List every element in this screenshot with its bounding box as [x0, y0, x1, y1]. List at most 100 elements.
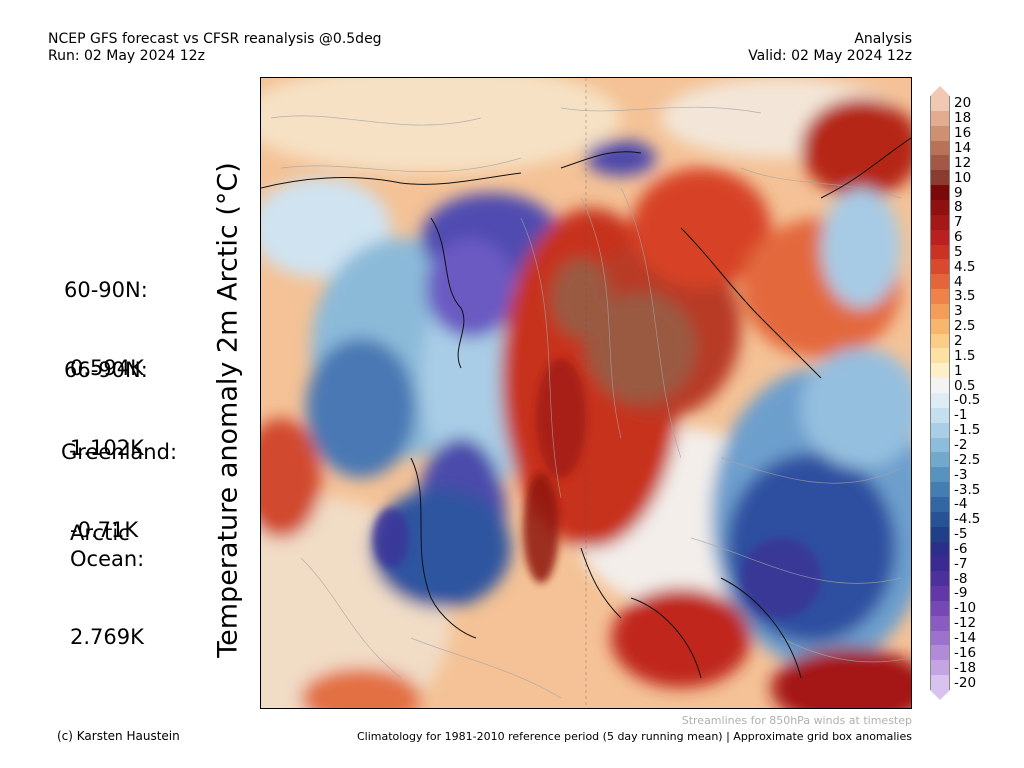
- colorbar-tick-label: 10: [954, 169, 972, 186]
- run-time: Run: 02 May 2024 12z: [48, 48, 205, 64]
- stat-arctic-ocean: Arctic Ocean: 2.769K: [70, 468, 144, 676]
- colorbar-segment: [930, 615, 950, 632]
- colorbar-tick-label: -20: [954, 674, 977, 691]
- colorbar-tick-label: -14: [954, 630, 977, 647]
- colorbar-tick-label: 18: [954, 110, 972, 127]
- colorbar-tick-label: -5: [954, 526, 968, 543]
- colorbar-tick-label: 3.5: [954, 288, 976, 305]
- streamlines-note: Streamlines for 850hPa winds at timestep: [681, 714, 912, 727]
- colorbar-segment: [930, 645, 950, 661]
- colorbar-tick-label: -1.5: [954, 422, 981, 439]
- colorbar-tick-label: 8: [954, 199, 963, 216]
- colorbar-segment: [930, 214, 950, 231]
- colorbar-tick-label: 5: [954, 243, 963, 260]
- colorbar-segment: [930, 303, 950, 320]
- colorbar-tick-label: 3: [954, 303, 963, 320]
- colorbar-tick-label: -0.5: [954, 392, 981, 409]
- colorbar-segment: [930, 556, 950, 572]
- colorbar-tick-label: -3: [954, 466, 968, 483]
- stat-value: 2.769K: [70, 625, 144, 649]
- colorbar-tick-label: 6: [954, 229, 963, 246]
- colorbar-segment: [930, 660, 950, 676]
- colorbar-tick-label: -4.5: [954, 511, 981, 528]
- stat-greenland: Greenland: -0.71K: [61, 387, 177, 569]
- colorbar-segment: [930, 541, 950, 557]
- colorbar-segment: [930, 229, 950, 245]
- colorbar-segment: [930, 318, 950, 335]
- colorbar-segment: [930, 363, 950, 379]
- colorbar-tick-label: -10: [954, 600, 977, 617]
- colorbar-segment: [930, 125, 950, 142]
- stat-value: 1.102K: [70, 436, 144, 460]
- colorbar-segment: [930, 630, 950, 646]
- colorbar-segment: [930, 185, 950, 201]
- colorbar-tick-label: -1: [954, 407, 968, 424]
- colorbar-segment: [930, 348, 950, 364]
- colorbar-tick-label: -6: [954, 540, 968, 557]
- colorbar-tick-label: -8: [954, 570, 968, 587]
- colorbar-segment: [930, 600, 950, 617]
- colorbar-max-arrow: [930, 86, 950, 96]
- colorbar-tick-label: 2.5: [954, 318, 976, 335]
- colorbar-tick-label: -3.5: [954, 481, 981, 498]
- colorbar-tick-label: 20: [954, 95, 972, 112]
- header-left: NCEP GFS forecast vs CFSR reanalysis @0.…: [48, 31, 382, 65]
- colorbar-segment: [930, 199, 950, 216]
- colorbar-segment: [930, 155, 950, 171]
- map-title: NCEP GFS forecast vs CFSR reanalysis @0.…: [48, 31, 382, 47]
- colorbar-segment: [930, 110, 950, 127]
- colorbar-segment: [930, 496, 950, 513]
- colorbar-tick-label: 1.5: [954, 347, 976, 364]
- colorbar-segment: [930, 244, 950, 260]
- header-right: Analysis Valid: 02 May 2024 12z: [748, 31, 912, 65]
- stat-value: -0.71K: [70, 518, 139, 542]
- colorbar-segment: [930, 467, 950, 483]
- colorbar-segment: [930, 259, 950, 275]
- colorbar-tick-label: 7: [954, 214, 963, 231]
- stat-label: Greenland:: [61, 440, 178, 464]
- colorbar-tick-label: 0.5: [954, 377, 976, 394]
- stat-label: 66-90N:: [64, 358, 148, 382]
- colorbar-tick-label: 4.5: [954, 258, 976, 275]
- colorbar-segment: [930, 274, 950, 290]
- colorbar-tick-label: 16: [954, 125, 972, 142]
- colorbar-segment: [930, 140, 950, 156]
- colorbar-tick-label: 12: [954, 154, 972, 171]
- stat-label: 60-90N:: [64, 278, 148, 302]
- colorbar-tick-label: 14: [954, 139, 972, 156]
- anomaly-map: [260, 77, 912, 709]
- colorbar-tick-label: 1: [954, 362, 963, 379]
- colorbar-tick-label: -9: [954, 585, 968, 602]
- colorbar-tick-label: -2: [954, 436, 968, 453]
- colorbar-tick-label: 2: [954, 333, 963, 350]
- colorbar-segment: [930, 289, 950, 305]
- colorbar-segment: [930, 437, 950, 453]
- analysis-label: Analysis: [854, 31, 912, 47]
- colorbar-tick-label: -12: [954, 615, 977, 632]
- colorbar-segment: [930, 422, 950, 439]
- colorbar-tick-label: -7: [954, 555, 968, 572]
- colorbar-segment: [930, 393, 950, 409]
- colorbar-segment: [930, 482, 950, 498]
- colorbar-tick-label: 4: [954, 273, 963, 290]
- stat-label: Arctic Ocean:: [70, 521, 145, 571]
- colorbar: [930, 86, 950, 700]
- colorbar-segment: [930, 571, 950, 587]
- colorbar-segment: [930, 378, 950, 394]
- colorbar-tick-label: -16: [954, 644, 977, 661]
- colorbar-segment: [930, 675, 950, 691]
- valid-time: Valid: 02 May 2024 12z: [748, 48, 912, 64]
- colorbar-segment: [930, 96, 950, 112]
- colorbar-tick-label: -2.5: [954, 451, 981, 468]
- colorbar-tick-label: -4: [954, 496, 968, 513]
- colorbar-tick-label: -18: [954, 659, 977, 676]
- colorbar-segment: [930, 526, 950, 542]
- colorbar-tick-label: 9: [954, 184, 963, 201]
- colorbar-segment: [930, 452, 950, 468]
- stat-value: 0.594K: [70, 356, 144, 380]
- colorbar-segment: [930, 511, 950, 528]
- colorbar-segment: [930, 586, 950, 602]
- colorbar-min-arrow: [930, 690, 950, 700]
- climatology-note: Climatology for 1981-2010 reference peri…: [356, 730, 912, 743]
- colorbar-segment: [930, 333, 950, 349]
